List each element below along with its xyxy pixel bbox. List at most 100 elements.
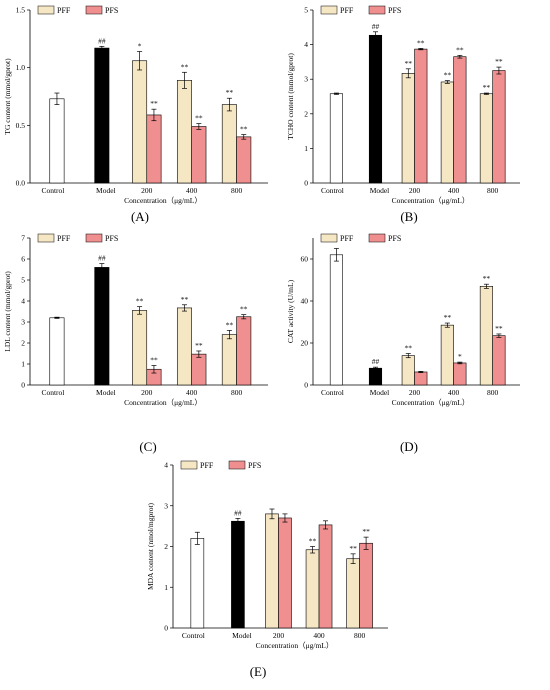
bar-model-significance: ## <box>234 508 242 517</box>
y-tick-label: 3 <box>304 75 308 84</box>
bar-pfs <box>492 335 506 386</box>
legend-label-pff: PFF <box>57 6 71 15</box>
legend-label-pfs: PFS <box>388 6 401 15</box>
chart-panel-5: 0 1 2 3 4 ## ** ** ** Control Model 200 400 800 Concen… <box>146 460 388 679</box>
chart-panel-2: 0 1 2 3 4 5 ## ** ** ** ** ** ** Control Model 200 400 80… <box>286 5 520 224</box>
panel-label: (E) <box>250 664 267 679</box>
bar-pfs <box>359 542 373 629</box>
x-tick-label: 800 <box>487 388 499 397</box>
bar-pff-significance: ** <box>181 62 189 71</box>
bar-pfs-significance: ** <box>150 99 158 108</box>
bar-model <box>368 367 383 386</box>
bar-pff <box>176 307 192 386</box>
bar-pff <box>132 60 148 184</box>
legend-swatch-pff <box>180 460 198 470</box>
bar-pff-significance: ** <box>444 71 452 80</box>
panel-label: (C) <box>139 439 156 454</box>
y-tick-label: 0.5 <box>16 121 26 130</box>
bar-pfs <box>191 126 207 184</box>
bar-control <box>49 317 65 386</box>
panel-label: (B) <box>400 209 417 224</box>
bar-pff <box>401 355 415 386</box>
bar-pff <box>265 513 279 629</box>
x-tick-label: 400 <box>448 388 460 397</box>
bar-pfs-significance: * <box>458 352 462 361</box>
legend-swatch-pff <box>37 5 55 15</box>
legend-label-pfs: PFS <box>105 234 118 243</box>
bar-pff-significance: ** <box>483 274 491 283</box>
bar-control <box>190 538 205 629</box>
y-tick-label: 2 <box>164 542 168 551</box>
x-tick-label: Model <box>96 186 116 195</box>
x-tick-label: Model <box>232 631 252 640</box>
legend-label-pff: PFF <box>57 234 71 243</box>
bar-pff <box>132 310 148 386</box>
x-tick-label: 200 <box>409 388 421 397</box>
y-tick-label: 0 <box>164 624 168 633</box>
bar-pff <box>440 324 454 386</box>
y-tick-label: 6 <box>21 255 25 264</box>
x-axis-title: Concentration（μg/mL） <box>392 196 470 205</box>
x-tick-label: 800 <box>231 186 243 195</box>
x-tick-label: Control <box>182 631 205 640</box>
x-tick-label: 400 <box>186 388 198 397</box>
bar-model <box>94 267 110 386</box>
bar-pff-significance: ** <box>181 295 189 304</box>
legend-swatch-pfs <box>368 233 386 243</box>
bar-pfs <box>492 70 506 184</box>
x-axis-title: Concentration（μg/mL） <box>124 196 202 205</box>
legend-swatch-pff <box>320 5 338 15</box>
legend-swatch-pfs <box>85 233 103 243</box>
bar-model-significance: ## <box>98 36 106 45</box>
bar-pfs-significance: ** <box>195 114 203 123</box>
bar-pfs <box>278 517 292 629</box>
bar-pfs-significance: ** <box>195 341 203 350</box>
y-tick-label: 1 <box>164 583 168 592</box>
bar-pfs <box>191 353 207 386</box>
bar-pff <box>221 104 237 184</box>
bar-pff <box>440 81 454 184</box>
bar-pfs-significance: ** <box>495 324 503 333</box>
y-axis-title: MDA content (nmol/mgprot) <box>146 502 155 590</box>
bar-pff-significance: ** <box>136 297 144 306</box>
bar-pfs-significance: ** <box>456 45 464 54</box>
bar-model <box>368 34 383 184</box>
x-tick-label: Model <box>96 388 116 397</box>
legend-swatch-pfs <box>85 5 103 15</box>
legend-swatch-pff <box>37 233 55 243</box>
x-tick-label: Control <box>41 186 64 195</box>
y-axis-title: TG content (mmol/gprot) <box>3 58 12 135</box>
bar-model-significance: ## <box>372 22 380 31</box>
y-axis-title: CAT activity (U/mL) <box>286 279 295 343</box>
bar-model <box>231 520 245 629</box>
bar-pff-significance: ** <box>483 83 491 92</box>
bar-pff-significance: ** <box>226 88 234 97</box>
bar-pfs-significance: ** <box>417 38 425 47</box>
legend-label-pff: PFF <box>340 234 354 243</box>
panel-label: (A) <box>131 209 149 224</box>
bar-control <box>329 93 343 184</box>
bar-pfs <box>453 362 467 386</box>
bar-pfs <box>453 56 467 184</box>
bar-pff <box>176 80 192 184</box>
bar-pff <box>479 93 493 184</box>
bar-pff-significance: ** <box>405 59 413 68</box>
x-axis-title: Concentration（μg/mL） <box>124 398 202 407</box>
y-tick-label: 4 <box>164 461 168 470</box>
x-tick-label: 800 <box>231 388 243 397</box>
bar-pfs <box>414 48 428 184</box>
bar-pff <box>221 334 237 386</box>
bar-pff-significance: ** <box>405 344 413 353</box>
y-tick-label: 2 <box>304 109 308 118</box>
x-axis-title: Concentration（μg/mL） <box>256 641 334 650</box>
x-tick-label: Model <box>370 388 390 397</box>
bar-pff-significance: ** <box>309 537 317 546</box>
y-tick-label: 4 <box>304 40 308 49</box>
y-tick-label: 60 <box>301 255 309 264</box>
x-tick-label: Control <box>321 186 344 195</box>
x-tick-label: 400 <box>186 186 198 195</box>
chart-panel-1: 0.00.51.01.5##***********Control Model 200… <box>3 5 268 224</box>
y-tick-label: 3 <box>164 501 168 510</box>
panel-label: (D) <box>400 439 418 454</box>
